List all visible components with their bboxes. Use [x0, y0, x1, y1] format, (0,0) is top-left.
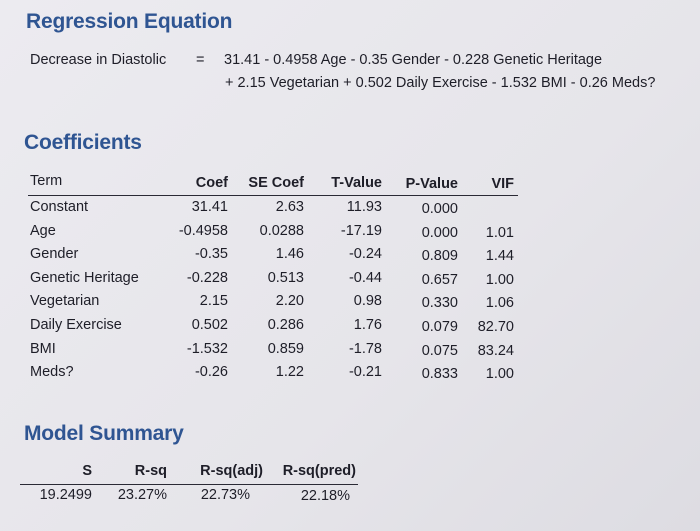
col-header-p-value: P-Value: [405, 176, 458, 192]
term-cell: Genetic Heritage: [30, 269, 139, 286]
t-value-cell: -17.19: [340, 222, 382, 239]
p-value-cell: 0.809: [421, 248, 458, 265]
t-value-cell: 1.76: [353, 317, 382, 333]
vif-cell: 1.00: [485, 271, 514, 288]
coef-cell: -0.35: [194, 246, 228, 263]
coefficients-header-rule: [28, 195, 518, 196]
equals-sign: =: [196, 52, 205, 68]
col-header-rsq-pred: R-sq(pred): [282, 463, 356, 479]
coef-cell: -0.4958: [178, 222, 228, 239]
coef-cell: -0.228: [186, 269, 228, 286]
se-coef-cell: 1.46: [275, 246, 304, 263]
coef-cell: 0.502: [191, 317, 228, 333]
vif-cell: 1.01: [485, 224, 514, 241]
term-cell: BMI: [30, 340, 56, 357]
t-value-cell: -0.21: [348, 364, 382, 381]
t-value-cell: 11.93: [346, 199, 382, 215]
regression-equation-title: Regression Equation: [26, 10, 233, 33]
coefficients-title: Coefficients: [24, 131, 142, 154]
value-s: 19.2499: [39, 487, 92, 503]
vif-cell: 1.44: [485, 248, 514, 265]
model-summary-title: Model Summary: [24, 422, 184, 445]
col-header-vif: VIF: [491, 176, 514, 192]
term-cell: Constant: [30, 199, 89, 215]
vif-cell: 83.24: [477, 342, 514, 359]
value-rsq: 23.27%: [117, 487, 167, 503]
se-coef-cell: 0.513: [267, 269, 304, 286]
vif-cell: 82.70: [477, 319, 514, 335]
vif-cell: 1.00: [485, 366, 514, 383]
p-value-cell: 0.079: [421, 319, 458, 335]
p-value-cell: 0.657: [421, 271, 458, 288]
term-cell: Gender: [30, 246, 79, 263]
vif-cell: 1.06: [485, 295, 514, 312]
coef-cell: 2.15: [199, 293, 228, 310]
col-header-se-coef: SE Coef: [248, 175, 304, 191]
t-value-cell: -0.44: [348, 269, 382, 286]
t-value-cell: -0.24: [348, 246, 382, 263]
se-coef-cell: 2.20: [275, 293, 304, 310]
col-header-term: Term: [30, 173, 63, 189]
term-cell: Meds?: [30, 364, 74, 381]
se-coef-cell: 0.0288: [259, 222, 304, 239]
response-variable-label: Decrease in Diastolic: [30, 52, 167, 68]
t-value-cell: 0.98: [353, 293, 382, 310]
term-cell: Daily Exercise: [30, 317, 122, 333]
p-value-cell: 0.000: [421, 224, 458, 241]
coef-cell: -1.532: [186, 340, 228, 357]
t-value-cell: -1.78: [348, 340, 382, 357]
p-value-cell: 0.330: [421, 295, 458, 312]
model-summary-header-rule: [20, 484, 358, 485]
col-header-coef: Coef: [195, 175, 228, 191]
coef-cell: -0.26: [194, 364, 228, 381]
se-coef-cell: 0.859: [267, 340, 304, 357]
value-rsq-pred: 22.18%: [300, 488, 350, 504]
p-value-cell: 0.833: [421, 366, 458, 383]
se-coef-cell: 1.22: [275, 364, 304, 381]
col-header-rsq: R-sq: [134, 463, 167, 479]
col-header-s: S: [82, 463, 92, 479]
col-header-t-value: T-Value: [331, 175, 382, 191]
equation-line-2: + 2.15 Vegetarian + 0.502 Daily Exercise…: [225, 75, 656, 91]
se-coef-cell: 2.63: [275, 199, 304, 215]
se-coef-cell: 0.286: [267, 317, 304, 333]
p-value-cell: 0.075: [421, 342, 458, 359]
coef-cell: 31.41: [191, 199, 228, 215]
term-cell: Vegetarian: [30, 293, 100, 310]
col-header-rsq-adj: R-sq(adj): [200, 463, 263, 479]
term-cell: Age: [30, 222, 56, 239]
value-rsq-adj: 22.73%: [200, 487, 250, 503]
equation-line-1: 31.41 - 0.4958 Age - 0.35 Gender - 0.228…: [224, 52, 603, 68]
p-value-cell: 0.000: [421, 201, 458, 217]
